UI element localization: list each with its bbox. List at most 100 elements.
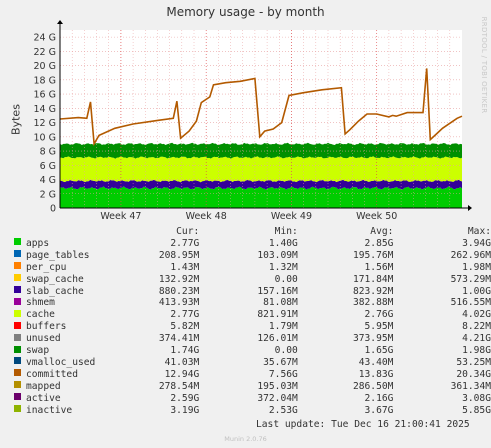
legend-min-value: 7.56G: [268, 368, 298, 380]
legend-min-value: 103.09M: [257, 249, 298, 261]
legend-avg-value: 2.16G: [364, 392, 394, 404]
legend-min-value: 157.16M: [257, 285, 298, 297]
y-tick-label: 4 G: [40, 175, 56, 186]
legend-header-row: Cur: Min: Avg: Max:: [14, 226, 491, 238]
legend-label: swap: [26, 345, 50, 357]
area-slab-cache: [60, 179, 462, 190]
legend-avg-value: 2.85G: [364, 237, 394, 249]
legend-row-page-tables: page_tables 208.95M 103.09M 195.76M 262.96M: [14, 250, 491, 262]
legend-swatch: [14, 309, 21, 317]
legend-avg-value: 286.50M: [352, 380, 394, 392]
legend-swatch: [14, 333, 21, 341]
legend-max-value: 262.96M: [450, 249, 491, 261]
legend-avg-value: 1.65G: [364, 345, 394, 357]
legend-cur-value: 1.43M: [170, 261, 200, 273]
y-tick-label: 8 G: [40, 147, 56, 158]
legend-label: slab_cache: [26, 285, 84, 297]
legend-min-value: 0.00: [274, 345, 298, 357]
legend-label: apps: [26, 237, 50, 249]
y-tick-label: 24 G: [34, 33, 56, 44]
legend-avg-value: 13.83G: [358, 368, 394, 380]
y-tick-label: 0: [50, 204, 56, 215]
legend-row-unused: unused 374.41M 126.01M 373.95M 4.21G: [14, 333, 491, 345]
legend-swatch: [14, 345, 21, 353]
x-tick-label: Week 49: [271, 211, 312, 220]
legend-cur-value: 12.94G: [164, 368, 200, 380]
legend-min-value: 1.32M: [268, 261, 298, 273]
area-cache: [60, 156, 462, 183]
legend-row-shmem: shmem 413.93M 81.08M 382.88M 516.55M: [14, 297, 491, 309]
legend-cur-value: 880.23M: [158, 285, 200, 297]
legend-swatch: [14, 393, 21, 401]
legend-swatch: [14, 357, 21, 365]
legend-label: committed: [26, 368, 78, 380]
legend-label: shmem: [26, 297, 55, 309]
legend-row-vmalloc-used: vmalloc_used 41.03M 35.67M 43.40M 53.25M: [14, 357, 491, 369]
legend-max-value: 573.29M: [450, 273, 491, 285]
y-tick-label: 2 G: [40, 189, 56, 200]
legend-min-value: 821.91M: [257, 309, 298, 321]
legend-label: cache: [26, 309, 55, 321]
legend-avg-value: 373.95M: [352, 333, 394, 345]
y-tick-label: 22 G: [34, 47, 56, 58]
y-tick-label: 18 G: [34, 75, 56, 86]
legend-row-swap: swap 1.74G 0.00 1.65G 1.98G: [14, 345, 491, 357]
legend-header-min: Min:: [274, 226, 298, 237]
legend-swatch: [14, 321, 21, 329]
y-tick-label: 20 G: [34, 61, 56, 72]
legend-avg-value: 195.76M: [352, 249, 394, 261]
x-tick-label: Week 50: [356, 211, 397, 220]
legend-label: per_cpu: [26, 261, 67, 273]
legend-cur-value: 5.82M: [170, 321, 200, 333]
chart-title: Memory usage - by month: [166, 5, 325, 19]
legend-max-value: 1.00G: [462, 285, 491, 297]
area-swap: [60, 142, 462, 159]
legend-label: unused: [26, 333, 61, 345]
legend-min-value: 195.03M: [257, 380, 298, 392]
legend-table: Cur: Min: Avg: Max: apps 2.77G 1.40G 2.85G 3…: [14, 226, 491, 417]
legend-avg-value: 171.84M: [352, 273, 394, 285]
legend-min-value: 372.04M: [257, 392, 298, 404]
legend-cur-value: 132.92M: [158, 273, 200, 285]
legend-label: active: [26, 392, 61, 404]
memory-area-chart: 0 2 G 4 G 6 G 8 G 10 G 12 G 14 G 16 G 18 G 20 G 22 …: [34, 20, 472, 220]
x-axis-arrow: [468, 205, 472, 211]
y-tick-label: 10 G: [34, 132, 56, 143]
legend-min-value: 2.53G: [268, 404, 298, 416]
legend-cur-value: 3.19G: [170, 404, 200, 416]
y-tick-label: 12 G: [34, 118, 56, 129]
legend-swatch: [14, 369, 21, 377]
legend-cur-value: 413.93M: [158, 297, 200, 309]
legend-header-avg: Avg:: [370, 226, 394, 237]
legend-min-value: 81.08M: [263, 297, 298, 309]
legend-swatch: [14, 405, 21, 413]
legend-avg-value: 5.95M: [364, 321, 394, 333]
legend-row-slab-cache: slab_cache 880.23M 157.16M 823.92M 1.00G: [14, 286, 491, 298]
legend-max-value: 361.34M: [450, 380, 491, 392]
legend-max-value: 4.21G: [462, 333, 491, 345]
y-tick-label: 16 G: [34, 90, 56, 101]
legend-swatch: [14, 381, 21, 389]
legend-row-apps: apps 2.77G 1.40G 2.85G 3.94G: [14, 238, 491, 250]
x-tick-label: Week 48: [186, 211, 227, 220]
legend-swatch: [14, 274, 21, 282]
legend-max-value: 3.08G: [462, 392, 491, 404]
munin-version-footer: Munin 2.0.76: [224, 435, 267, 443]
legend-cur-value: 2.77G: [170, 309, 200, 321]
legend-header-cur: Cur:: [176, 226, 200, 237]
y-axis-arrow: [57, 20, 63, 24]
legend-avg-value: 382.88M: [352, 297, 394, 309]
legend-max-value: 4.02G: [462, 309, 491, 321]
area-apps: [60, 186, 462, 208]
legend-cur-value: 2.59G: [170, 392, 200, 404]
legend-label: inactive: [26, 404, 73, 416]
legend-cur-value: 2.77G: [170, 237, 200, 249]
legend-max-value: 3.94G: [462, 237, 491, 249]
legend-label: page_tables: [26, 249, 90, 261]
legend-swatch: [14, 250, 21, 258]
legend-swatch: [14, 262, 21, 270]
legend-min-value: 1.79M: [268, 321, 298, 333]
legend-swatch: [14, 297, 21, 305]
legend-row-per-cpu: per_cpu 1.43M 1.32M 1.56M 1.98M: [14, 262, 491, 274]
